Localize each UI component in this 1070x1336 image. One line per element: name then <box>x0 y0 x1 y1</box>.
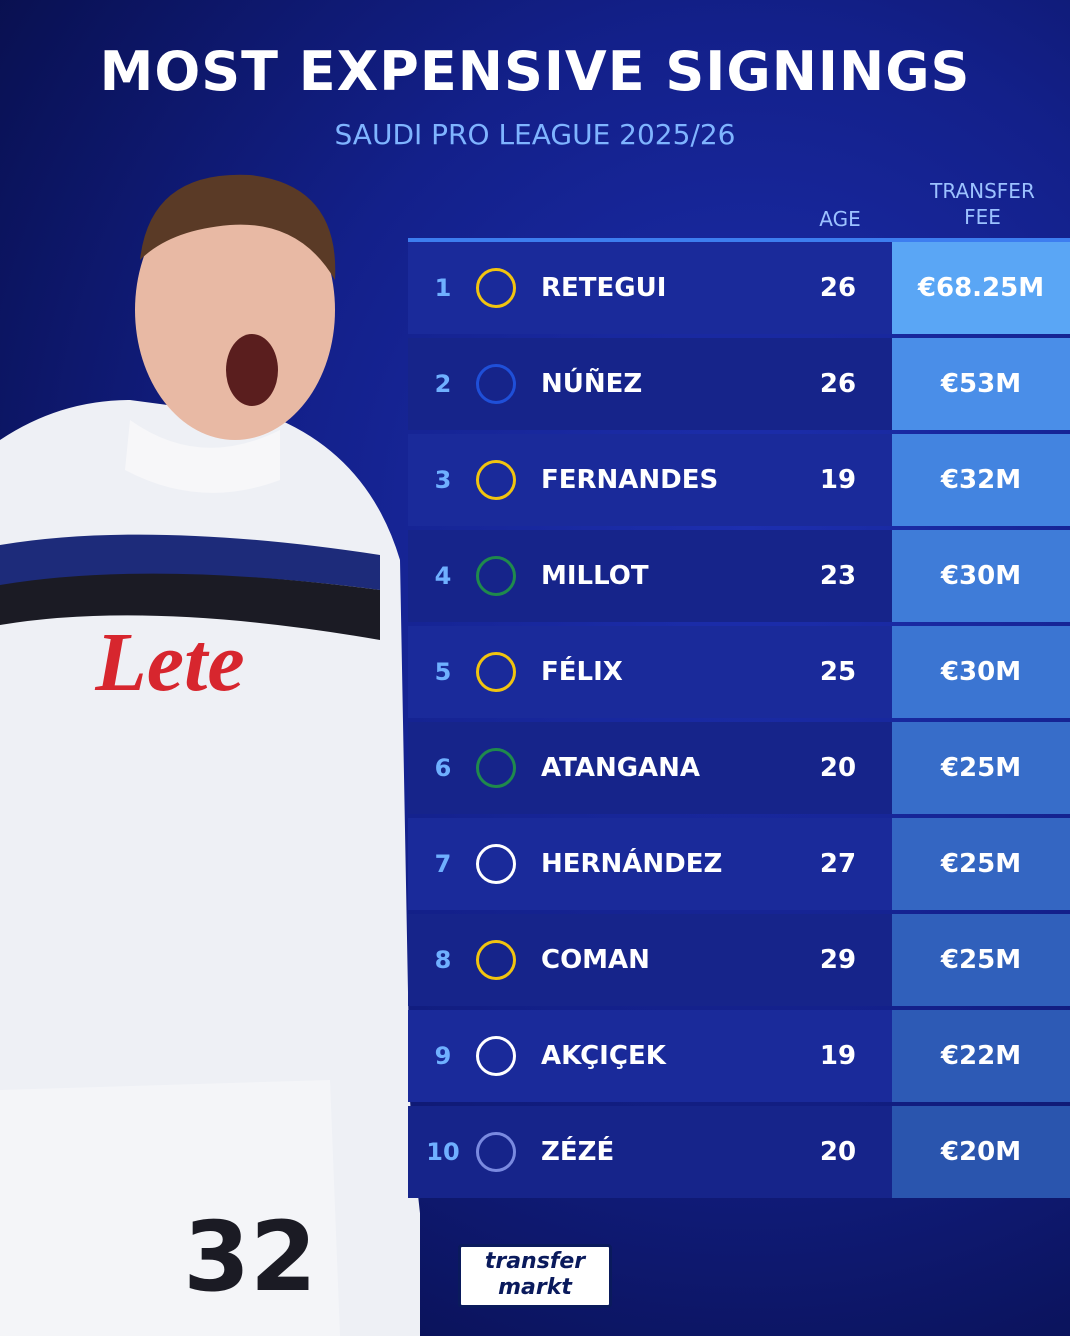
age: 25 <box>819 657 857 687</box>
age: 20 <box>819 1137 857 1167</box>
table-row: 6 ATANGANA 20 €25M <box>408 722 1070 814</box>
club-logo <box>476 844 516 884</box>
player-name: FÉLIX <box>541 657 623 687</box>
transfer-fee: €68.25M <box>917 273 1045 303</box>
rank: 2 <box>434 370 452 398</box>
rank: 7 <box>434 850 452 878</box>
transfer-fee: €20M <box>940 1137 1022 1167</box>
table-row: 10 ZÉZÉ 20 €20M <box>408 1106 1070 1198</box>
rank: 8 <box>434 946 452 974</box>
player-photo: Lete 32 <box>0 174 420 1336</box>
player-name: HERNÁNDEZ <box>541 849 723 879</box>
fee-background <box>892 818 1070 910</box>
fee-background <box>892 242 1070 334</box>
transfer-fee: €22M <box>940 1041 1022 1071</box>
subtitle: SAUDI PRO LEAGUE 2025/26 <box>334 118 736 151</box>
brand-logo: transfer markt <box>458 1244 612 1308</box>
table-row: 3 FERNANDES 19 €32M <box>408 434 1070 526</box>
club-logo <box>476 268 516 308</box>
player-name: COMAN <box>541 945 650 975</box>
rank: 3 <box>434 466 452 494</box>
logo-text: transfer <box>484 1249 586 1274</box>
rank: 10 <box>426 1138 460 1166</box>
svg-text:Lete: Lete <box>94 616 244 709</box>
transfer-fee: €25M <box>940 945 1022 975</box>
fee-background <box>892 914 1070 1006</box>
player-name: FERNANDES <box>541 465 719 495</box>
title: MOST EXPENSIVE SIGNINGS <box>99 40 971 103</box>
table-row: 8 COMAN 29 €25M <box>408 914 1070 1006</box>
club-logo <box>476 652 516 692</box>
column-header: AGE <box>819 207 861 231</box>
rank: 9 <box>434 1042 452 1070</box>
age: 23 <box>819 561 857 591</box>
club-logo <box>476 460 516 500</box>
fee-background <box>892 338 1070 430</box>
fee-background <box>892 530 1070 622</box>
player-name: ATANGANA <box>541 753 701 783</box>
table-row: 2 NÚÑEZ 26 €53M <box>408 338 1070 430</box>
logo-text: markt <box>498 1275 572 1300</box>
age: 27 <box>819 849 857 879</box>
transfer-fee: €25M <box>940 849 1022 879</box>
fee-background <box>892 722 1070 814</box>
age: 19 <box>819 1041 857 1071</box>
fee-background <box>892 1106 1070 1198</box>
transfer-fee: €25M <box>940 753 1022 783</box>
player-name: ZÉZÉ <box>541 1137 615 1167</box>
age: 19 <box>819 465 857 495</box>
club-logo <box>476 940 516 980</box>
player-name: MILLOT <box>541 561 649 591</box>
table-row: 5 FÉLIX 25 €30M <box>408 626 1070 718</box>
player-name: NÚÑEZ <box>541 369 643 399</box>
fee-background <box>892 626 1070 718</box>
table-row: 4 MILLOT 23 €30M <box>408 530 1070 622</box>
age: 20 <box>819 753 857 783</box>
age: 26 <box>819 273 857 303</box>
column-header: TRANSFER FEE <box>930 179 1035 229</box>
transfer-fee: €30M <box>940 561 1022 591</box>
table-row: 1 RETEGUI 26 €68.25M <box>408 242 1070 334</box>
svg-text:32: 32 <box>183 1201 317 1313</box>
club-logo <box>476 1132 516 1172</box>
club-logo <box>476 364 516 404</box>
rank: 6 <box>434 754 452 782</box>
rank: 4 <box>434 562 452 590</box>
rank: 1 <box>434 274 452 302</box>
table-row: 7 HERNÁNDEZ 27 €25M <box>408 818 1070 910</box>
table-row: 9 AKÇIÇEK 19 €22M <box>408 1010 1070 1102</box>
club-logo <box>476 1036 516 1076</box>
transfer-fee: €32M <box>940 465 1022 495</box>
rank: 5 <box>434 658 452 686</box>
fee-background <box>892 1010 1070 1102</box>
club-logo <box>476 748 516 788</box>
club-logo <box>476 556 516 596</box>
fee-background <box>892 434 1070 526</box>
player-name: RETEGUI <box>541 273 667 303</box>
transfer-fee: €30M <box>940 657 1022 687</box>
transfer-fee: €53M <box>940 369 1022 399</box>
table-rule <box>408 238 1070 242</box>
player-name: AKÇIÇEK <box>541 1041 666 1071</box>
age: 26 <box>819 369 857 399</box>
age: 29 <box>819 945 857 975</box>
